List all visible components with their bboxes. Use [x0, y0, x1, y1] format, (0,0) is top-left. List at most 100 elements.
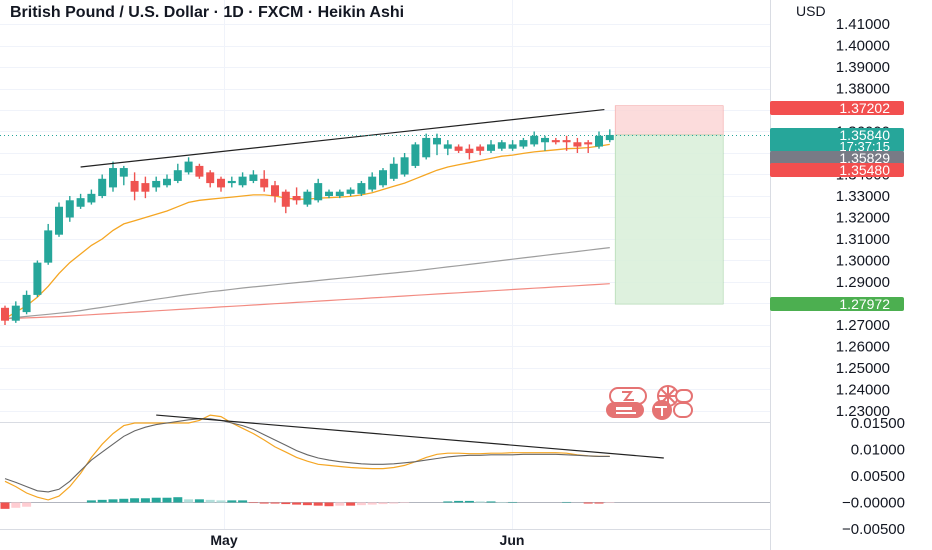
candle[interactable]: [152, 176, 161, 192]
candle[interactable]: [530, 131, 539, 147]
candle-body: [130, 180, 139, 192]
candle-body: [281, 191, 290, 207]
candle[interactable]: [1, 305, 9, 325]
candle-body: [562, 140, 571, 143]
candle[interactable]: [357, 180, 366, 196]
candle[interactable]: [400, 153, 409, 177]
candle[interactable]: [87, 189, 96, 205]
candle[interactable]: [271, 180, 279, 203]
candle[interactable]: [119, 165, 128, 186]
candle-body: [303, 191, 312, 205]
chart-title: British Pound / U.S. Dollar · 1D · FXCM …: [10, 4, 404, 21]
macd-histogram-bar: [97, 499, 107, 503]
candle[interactable]: [217, 176, 225, 192]
candle[interactable]: [173, 163, 182, 184]
candle-body: [584, 142, 593, 145]
candle[interactable]: [389, 157, 398, 181]
candle[interactable]: [260, 170, 269, 192]
macd-histogram-bar: [86, 500, 96, 503]
candle[interactable]: [195, 163, 204, 179]
candle[interactable]: [65, 196, 74, 222]
indicator-badges[interactable]: [606, 385, 693, 420]
candle[interactable]: [314, 178, 323, 203]
macd-histogram-bar: [335, 502, 345, 506]
candle[interactable]: [184, 157, 193, 175]
macd-histogram-bar: [346, 502, 356, 506]
candle[interactable]: [605, 129, 614, 143]
candle[interactable]: [584, 140, 593, 153]
us-flag-icon[interactable]: [606, 400, 693, 420]
candle[interactable]: [303, 189, 312, 207]
price-tick-label: 1.26000: [836, 339, 890, 356]
macd-axis[interactable]: 0.01500 0.01000 0.00500 −0.00000 −0.00500: [842, 415, 905, 538]
candle[interactable]: [573, 137, 582, 153]
candle[interactable]: [379, 168, 387, 188]
candle[interactable]: [76, 193, 85, 209]
candle[interactable]: [497, 140, 506, 151]
candle[interactable]: [562, 135, 571, 151]
candle-body: [109, 168, 117, 188]
candle-body: [1, 307, 9, 321]
macd-pane[interactable]: [0, 414, 770, 509]
candle[interactable]: [163, 174, 171, 188]
flash-badge-icon[interactable]: [609, 387, 647, 405]
candle[interactable]: [335, 189, 344, 199]
candle-body: [195, 165, 204, 177]
candle[interactable]: [454, 144, 463, 153]
candle[interactable]: [465, 144, 474, 160]
candles[interactable]: [1, 129, 614, 325]
take-profit-label: 1.27972: [770, 296, 904, 312]
price-trendline-line[interactable]: [80, 108, 605, 168]
macd-trendline[interactable]: [156, 414, 664, 459]
take-profit-box: [770, 297, 904, 311]
candle[interactable]: [33, 260, 42, 298]
candle[interactable]: [98, 174, 107, 199]
candle[interactable]: [238, 172, 247, 188]
candle[interactable]: [11, 301, 20, 323]
macd-histogram-bar: [108, 499, 118, 503]
risk-zone[interactable]: [614, 105, 724, 136]
candle-body: [314, 183, 323, 201]
candle[interactable]: [487, 140, 495, 153]
price-tick-label: 1.32000: [836, 210, 890, 227]
candle[interactable]: [227, 176, 236, 188]
macd-histogram-bar: [605, 502, 615, 504]
candle[interactable]: [281, 189, 290, 214]
candle[interactable]: [109, 161, 117, 192]
candle[interactable]: [249, 170, 258, 184]
candle[interactable]: [443, 140, 452, 156]
candle[interactable]: [433, 133, 441, 156]
candle[interactable]: [130, 172, 139, 201]
candle[interactable]: [141, 176, 150, 199]
position-zones[interactable]: [614, 105, 724, 305]
candle[interactable]: [476, 144, 485, 156]
candle-body: [173, 170, 182, 181]
candle[interactable]: [44, 223, 53, 265]
candle[interactable]: [541, 135, 549, 151]
price-tick-label: 1.33000: [836, 188, 890, 205]
candle[interactable]: [519, 137, 528, 149]
entry-label: 1.35480: [770, 162, 904, 178]
reward-zone[interactable]: [614, 134, 724, 305]
candle[interactable]: [368, 172, 377, 192]
macd-histogram-bar: [464, 500, 474, 503]
candle[interactable]: [346, 187, 355, 196]
price-tick-label: 1.40000: [836, 38, 890, 55]
candle[interactable]: [292, 187, 301, 205]
macd-histogram-bar: [130, 498, 140, 503]
candle[interactable]: [551, 137, 560, 145]
candle[interactable]: [595, 131, 603, 149]
candle[interactable]: [55, 202, 63, 237]
candle-body: [184, 161, 193, 173]
price-trendline[interactable]: [80, 108, 605, 168]
candle[interactable]: [422, 133, 431, 160]
candle[interactable]: [411, 142, 420, 169]
time-axis[interactable]: May Jun: [210, 532, 524, 548]
candle[interactable]: [22, 290, 31, 315]
candle-body: [487, 144, 495, 151]
candle[interactable]: [206, 170, 215, 188]
candle[interactable]: [325, 189, 333, 199]
macd-histogram-bar: [389, 502, 399, 504]
candle[interactable]: [508, 140, 517, 151]
